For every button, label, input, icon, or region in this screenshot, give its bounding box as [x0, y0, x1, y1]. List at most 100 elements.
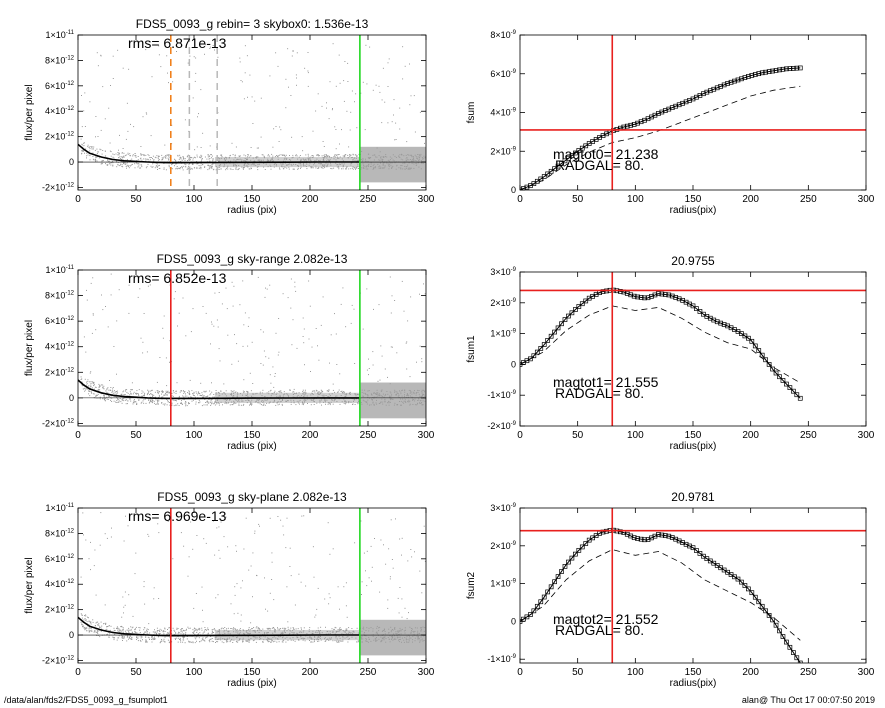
scatter-point	[133, 126, 135, 128]
scatter-point	[311, 638, 313, 640]
scatter-point	[176, 404, 178, 406]
scatter-point	[97, 156, 98, 158]
data-point	[645, 295, 651, 301]
scatter-point	[168, 82, 169, 84]
scatter-point	[89, 395, 91, 397]
scatter-point	[277, 155, 279, 157]
scatter-point	[427, 165, 428, 166]
scatter-point	[128, 165, 130, 167]
scatter-point	[310, 160, 312, 162]
scatter-point	[286, 400, 288, 402]
scatter-point	[153, 394, 155, 396]
rms-annotation: rms= 6.852e-13	[128, 270, 227, 286]
x-tick-label: 150	[685, 430, 702, 441]
scatter-point	[345, 395, 347, 397]
scatter-point	[140, 153, 142, 155]
scatter-point	[207, 165, 209, 166]
scatter-point	[231, 394, 233, 396]
scatter-point	[329, 158, 331, 160]
scatter-point	[288, 168, 290, 170]
scatter-point	[389, 578, 391, 580]
scatter-point	[128, 167, 130, 169]
scatter-point	[118, 161, 120, 163]
scatter-point	[195, 401, 197, 403]
scatter-point	[309, 627, 311, 629]
scatter-point	[218, 165, 220, 167]
scatter-point	[282, 639, 284, 641]
scatter-point	[303, 162, 304, 164]
scatter-point	[135, 155, 137, 157]
scatter-point	[130, 155, 131, 157]
scatter-point	[279, 399, 281, 400]
scatter-point	[89, 159, 91, 161]
x-tick-label: 200	[742, 667, 759, 678]
scatter-point	[280, 163, 282, 165]
scatter-point	[300, 627, 302, 629]
scatter-point	[305, 160, 307, 162]
scatter-point	[132, 155, 134, 157]
scatter-point	[302, 631, 304, 633]
scatter-point	[141, 159, 143, 161]
scatter-point	[324, 637, 326, 639]
x-tick-label: 50	[572, 667, 584, 678]
scatter-point	[353, 308, 355, 310]
scatter-point	[276, 155, 277, 157]
scatter-point	[185, 632, 187, 634]
scatter-point	[81, 144, 83, 146]
scatter-point	[153, 631, 155, 633]
scatter-point	[152, 155, 154, 157]
scatter-point	[340, 391, 342, 392]
scatter-point	[350, 154, 352, 156]
scatter-point	[102, 384, 104, 386]
scatter-point	[268, 638, 270, 639]
scatter-point	[225, 390, 227, 392]
scatter-point	[85, 615, 87, 617]
x-tick-label: 250	[360, 194, 377, 205]
scatter-point	[348, 401, 350, 403]
scatter-point	[137, 159, 139, 161]
scatter-point	[255, 637, 257, 639]
scatter-point	[247, 633, 249, 635]
scatter-point	[290, 627, 292, 629]
scatter-point	[321, 404, 322, 406]
scatter-point	[319, 392, 321, 394]
scatter-point	[136, 635, 138, 637]
scatter-point	[269, 627, 270, 629]
scatter-point	[140, 640, 142, 642]
scatter-point	[349, 154, 350, 156]
scatter-point	[227, 630, 229, 632]
scatter-point	[122, 596, 124, 598]
scatter-point	[239, 304, 241, 306]
scatter-point	[287, 393, 289, 395]
scatter-point	[319, 630, 321, 631]
scatter-point	[198, 627, 200, 629]
scatter-point	[260, 136, 262, 138]
scatter-point	[276, 392, 278, 394]
scatter-point	[225, 159, 226, 161]
scatter-point	[90, 391, 92, 392]
scatter-point	[177, 403, 179, 405]
scatter-point	[358, 399, 359, 401]
scatter-point	[128, 631, 130, 633]
scatter-point	[221, 641, 223, 643]
data-point	[528, 356, 533, 362]
scatter-point	[193, 391, 195, 393]
scatter-point	[244, 160, 246, 162]
scatter-point	[126, 391, 128, 393]
data-point	[545, 589, 551, 595]
scatter-point	[395, 122, 397, 124]
scatter-point	[296, 632, 298, 634]
scatter-point	[246, 157, 248, 159]
scatter-point	[292, 632, 294, 634]
scatter-point	[189, 55, 191, 57]
scatter-point	[233, 400, 235, 402]
scatter-point	[228, 630, 230, 632]
data-point	[552, 579, 557, 585]
scatter-point	[249, 168, 251, 170]
scatter-point	[354, 157, 356, 159]
scatter-point	[190, 331, 192, 333]
scatter-point	[302, 393, 304, 395]
data-point	[669, 293, 675, 299]
scatter-point	[407, 560, 409, 562]
scatter-point	[333, 156, 335, 158]
